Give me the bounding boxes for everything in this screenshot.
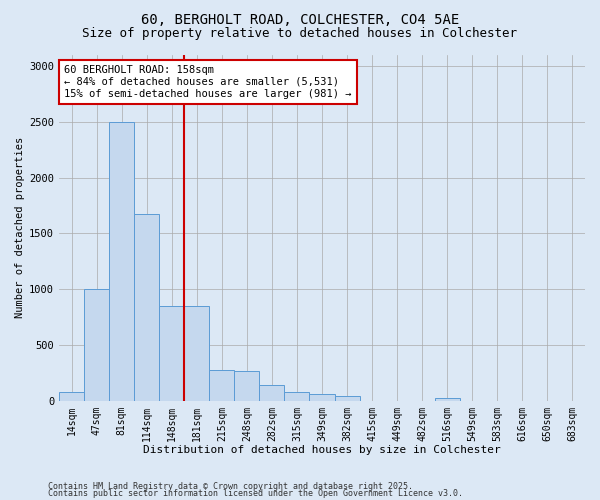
Bar [109,122,134,400]
Bar [209,370,235,400]
Bar [184,306,209,400]
Bar [84,289,109,401]
Bar [284,392,310,400]
Bar [310,394,335,400]
Bar [435,398,460,400]
Bar [259,385,284,400]
X-axis label: Distribution of detached houses by size in Colchester: Distribution of detached houses by size … [143,445,501,455]
Text: Size of property relative to detached houses in Colchester: Size of property relative to detached ho… [83,28,517,40]
Text: Contains public sector information licensed under the Open Government Licence v3: Contains public sector information licen… [48,490,463,498]
Text: Contains HM Land Registry data © Crown copyright and database right 2025.: Contains HM Land Registry data © Crown c… [48,482,413,491]
Bar [159,306,184,400]
Bar [134,214,159,400]
Bar [59,392,84,400]
Text: 60, BERGHOLT ROAD, COLCHESTER, CO4 5AE: 60, BERGHOLT ROAD, COLCHESTER, CO4 5AE [141,12,459,26]
Y-axis label: Number of detached properties: Number of detached properties [15,137,25,318]
Text: 60 BERGHOLT ROAD: 158sqm
← 84% of detached houses are smaller (5,531)
15% of sem: 60 BERGHOLT ROAD: 158sqm ← 84% of detach… [64,66,352,98]
Bar [335,396,359,400]
Bar [235,370,259,400]
